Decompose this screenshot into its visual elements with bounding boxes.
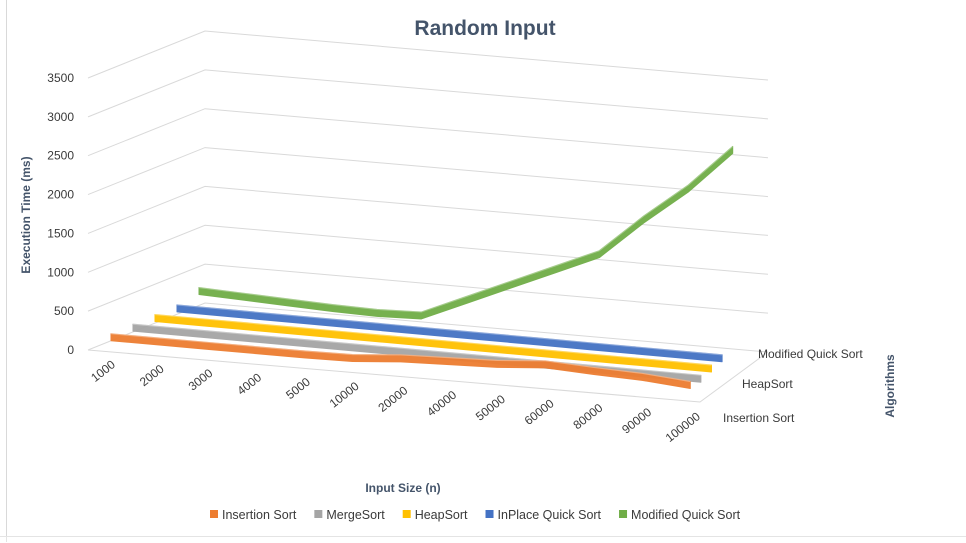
gridline — [87, 69, 769, 120]
gridline — [87, 30, 769, 81]
x-tick-label: 80000 — [570, 400, 605, 432]
legend-label: Modified Quick Sort — [631, 508, 741, 522]
x-tick-label: 1000 — [88, 357, 118, 385]
x-tick-label: 3000 — [186, 366, 216, 394]
legend-swatch — [485, 510, 494, 518]
sheet-row-edge — [0, 536, 966, 543]
legend-label: HeapSort — [415, 508, 468, 522]
legend-label: InPlace Quick Sort — [498, 508, 602, 522]
floor-edge — [87, 349, 769, 403]
gridline — [87, 185, 769, 236]
y-tick-label: 3000 — [47, 110, 74, 124]
series-layer — [110, 145, 734, 390]
x-tick-label: 90000 — [619, 405, 654, 437]
y-tick-label: 3500 — [47, 71, 74, 85]
legend-swatch — [314, 510, 323, 518]
legend-swatch — [402, 510, 411, 518]
x-tick-label: 2000 — [137, 361, 167, 389]
legend-label: MergeSort — [326, 508, 385, 522]
y-tick-label: 500 — [54, 304, 74, 318]
legend-label: Insertion Sort — [222, 508, 297, 522]
chart-frame — [6, 0, 966, 536]
chart-title: Random Input — [414, 17, 555, 40]
x-tick-label: 20000 — [375, 383, 410, 415]
series-highlight — [176, 304, 723, 356]
x-tick-label: 60000 — [522, 396, 557, 428]
y-tick-label: 2500 — [47, 149, 74, 163]
gridline — [87, 108, 769, 159]
legend-swatch — [619, 510, 628, 518]
gridline — [87, 224, 769, 275]
y-tick-label: 1500 — [47, 226, 74, 240]
x-tick-label: 5000 — [283, 374, 313, 402]
legend-swatch — [210, 510, 218, 518]
series-highlight — [110, 333, 691, 383]
x-tick-label: 10000 — [327, 379, 362, 411]
x-tick-label: 100000 — [663, 409, 703, 445]
depth-axis-title: Algorithms — [883, 354, 897, 418]
depth-axis-ticks: Insertion Sort HeapSort Modified Quick Sor… — [723, 347, 863, 425]
depth-tick-label: Modified Quick Sort — [758, 347, 863, 361]
y-axis-title: Execution Time (ms) — [19, 156, 33, 273]
gridline — [87, 302, 769, 353]
x-tick-label: 40000 — [424, 387, 459, 419]
series-highlight — [132, 323, 701, 376]
series-ribbon-inplace-quick-sort[interactable] — [176, 304, 723, 363]
gridline — [87, 147, 769, 198]
x-tick-label: 50000 — [473, 392, 508, 424]
series-ribbon-modified-quick-sort[interactable] — [198, 145, 734, 320]
series-ribbon-heapsort[interactable] — [154, 314, 712, 373]
depth-tick-label: HeapSort — [742, 377, 793, 391]
y-tick-label: 0 — [67, 343, 74, 357]
x-tick-label: 4000 — [234, 370, 264, 398]
back-wall-gridlines — [87, 30, 769, 403]
series-ribbon-insertion-sort[interactable] — [110, 333, 691, 390]
series-highlight — [154, 313, 712, 366]
y-axis-ticks: 0 500 1000 1500 2000 2500 3000 3500 — [47, 71, 74, 357]
depth-tick-label: Insertion Sort — [723, 411, 795, 425]
gridline — [87, 263, 769, 314]
y-tick-label: 2000 — [47, 188, 74, 202]
y-tick-label: 1000 — [47, 265, 74, 279]
legend: Insertion Sort MergeSort HeapSort InPlace Q… — [210, 508, 741, 522]
x-axis-title: Input Size (n) — [365, 481, 440, 495]
series-highlight — [198, 145, 734, 313]
